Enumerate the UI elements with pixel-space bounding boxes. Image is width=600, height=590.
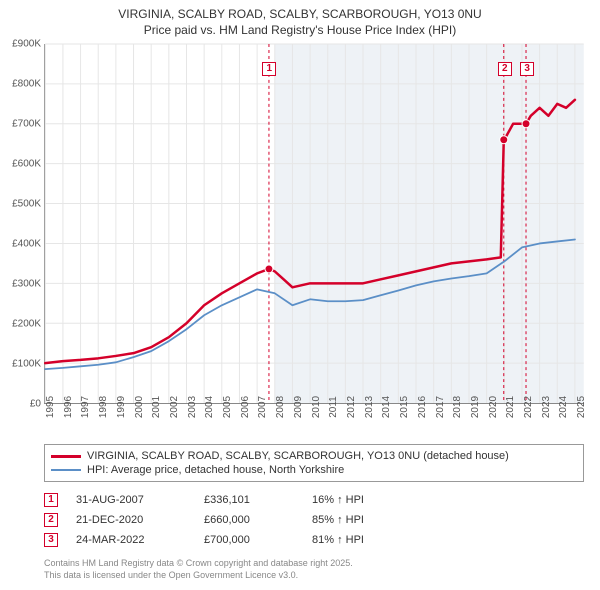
legend-label: VIRGINIA, SCALBY ROAD, SCALBY, SCARBOROU… [87, 450, 509, 462]
chart-title: VIRGINIA, SCALBY ROAD, SCALBY, SCARBOROU… [0, 0, 600, 40]
sales-price: £660,000 [204, 514, 294, 526]
x-axis-label: 2005 [222, 396, 233, 418]
y-axis-label: £100K [12, 359, 41, 370]
x-axis-label: 2021 [505, 396, 516, 418]
sales-row: 3 24-MAR-2022 £700,000 81% ↑ HPI [44, 530, 584, 550]
x-axis-label: 2008 [275, 396, 286, 418]
x-axis-label: 2011 [328, 396, 339, 418]
x-axis-label: 1996 [63, 396, 74, 418]
sales-row: 2 21-DEC-2020 £660,000 85% ↑ HPI [44, 510, 584, 530]
x-axis-label: 2018 [452, 396, 463, 418]
event-marker: 2 [498, 62, 512, 76]
x-axis-label: 2014 [381, 396, 392, 418]
legend-item: HPI: Average price, detached house, Nort… [51, 463, 577, 477]
sales-pct: 81% ↑ HPI [312, 534, 412, 546]
y-axis-label: £500K [12, 199, 41, 210]
x-axis-label: 2015 [399, 396, 410, 418]
legend-label: HPI: Average price, detached house, Nort… [87, 464, 344, 476]
y-axis-label: £900K [12, 39, 41, 50]
chart-container: VIRGINIA, SCALBY ROAD, SCALBY, SCARBOROU… [0, 0, 600, 590]
x-axis-label: 2006 [240, 396, 251, 418]
sales-marker: 3 [44, 533, 58, 547]
title-line-2: Price paid vs. HM Land Registry's House … [10, 22, 590, 38]
x-axis-label: 2023 [541, 396, 552, 418]
legend-item: VIRGINIA, SCALBY ROAD, SCALBY, SCARBOROU… [51, 449, 577, 463]
x-axis-label: 2019 [470, 396, 481, 418]
sales-pct: 85% ↑ HPI [312, 514, 412, 526]
x-axis-label: 2009 [293, 396, 304, 418]
event-marker: 1 [262, 62, 276, 76]
x-axis-label: 2017 [435, 396, 446, 418]
sales-date: 24-MAR-2022 [76, 534, 186, 546]
sales-pct: 16% ↑ HPI [312, 494, 412, 506]
x-axis-label: 2025 [576, 396, 587, 418]
sales-price: £336,101 [204, 494, 294, 506]
plot-svg [45, 44, 584, 403]
y-axis-label: £0 [30, 399, 41, 410]
x-axis-label: 2024 [558, 396, 569, 418]
x-axis-label: 2002 [169, 396, 180, 418]
x-axis-label: 2001 [151, 396, 162, 418]
x-axis-label: 2013 [364, 396, 375, 418]
sales-marker: 1 [44, 493, 58, 507]
y-axis-label: £700K [12, 119, 41, 130]
sales-date: 31-AUG-2007 [76, 494, 186, 506]
y-axis-label: £400K [12, 239, 41, 250]
title-line-1: VIRGINIA, SCALBY ROAD, SCALBY, SCARBOROU… [10, 6, 590, 22]
x-axis-label: 2022 [523, 396, 534, 418]
plot-area: £0£100K£200K£300K£400K£500K£600K£700K£80… [44, 44, 584, 404]
legend-swatch [51, 469, 81, 471]
footer-attribution: Contains HM Land Registry data © Crown c… [44, 558, 584, 581]
y-axis-label: £600K [12, 159, 41, 170]
y-axis-label: £200K [12, 319, 41, 330]
x-axis-label: 2016 [417, 396, 428, 418]
legend-swatch [51, 455, 81, 458]
x-axis-label: 1999 [116, 396, 127, 418]
footer-line-1: Contains HM Land Registry data © Crown c… [44, 558, 584, 570]
x-axis-label: 1998 [98, 396, 109, 418]
sales-marker: 2 [44, 513, 58, 527]
x-axis-label: 1995 [45, 396, 56, 418]
x-axis-label: 2007 [257, 396, 268, 418]
legend: VIRGINIA, SCALBY ROAD, SCALBY, SCARBOROU… [44, 444, 584, 482]
x-axis-label: 2000 [134, 396, 145, 418]
sales-price: £700,000 [204, 534, 294, 546]
sales-row: 1 31-AUG-2007 £336,101 16% ↑ HPI [44, 490, 584, 510]
sales-table: 1 31-AUG-2007 £336,101 16% ↑ HPI 2 21-DEC-202… [44, 490, 584, 550]
footer-line-2: This data is licensed under the Open Gov… [44, 570, 584, 582]
x-axis-label: 2010 [311, 396, 322, 418]
y-axis-label: £800K [12, 79, 41, 90]
x-axis-label: 2003 [187, 396, 198, 418]
x-axis-label: 2012 [346, 396, 357, 418]
x-axis-label: 1997 [80, 396, 91, 418]
sales-date: 21-DEC-2020 [76, 514, 186, 526]
y-axis-label: £300K [12, 279, 41, 290]
event-marker: 3 [520, 62, 534, 76]
x-axis-label: 2020 [488, 396, 499, 418]
x-axis-label: 2004 [204, 396, 215, 418]
